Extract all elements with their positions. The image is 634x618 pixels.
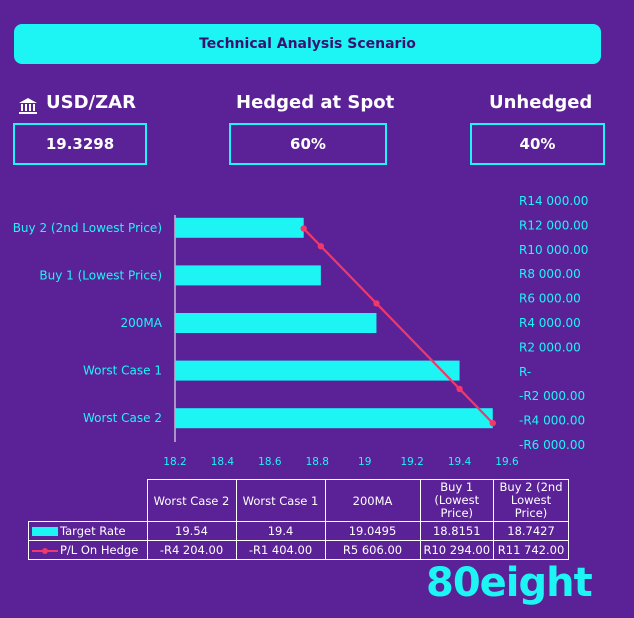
secondary-y-tick-label: R12 000.00: [519, 218, 588, 232]
x-tick-label: 19.2: [400, 456, 423, 468]
x-tick-label: 18.4: [211, 456, 235, 468]
category-label: 200MA: [121, 316, 163, 330]
bar-2: [175, 360, 460, 381]
secondary-y-tick-label: R4 000.00: [519, 316, 581, 330]
page-title: Technical Analysis Scenario: [14, 24, 601, 64]
pl-point-2: [456, 385, 463, 393]
table-cell: -R1 404.00: [235, 540, 326, 560]
table-cell: 19.4: [235, 521, 326, 541]
table-cell: 18.7427: [493, 521, 570, 541]
x-tick-label: 18.2: [163, 456, 186, 468]
table-header-cell: Worst Case 1: [235, 479, 326, 522]
table-cell: 18.8151: [419, 521, 495, 541]
bar-4: [175, 265, 321, 286]
secondary-y-tick-label: R14 000.00: [519, 194, 588, 208]
data-table: Worst Case 2 Worst Case 1 200MA Buy 1 (L…: [28, 479, 570, 560]
series-label: Target Rate: [60, 524, 126, 538]
table-header-cell: Buy 2 (2nd Lowest Price): [493, 479, 570, 522]
table-cell: 19.54: [146, 521, 237, 541]
table-cell: R5 606.00: [324, 540, 421, 560]
hedged-value-box: 60%: [229, 123, 387, 165]
table-series-cell: Target Rate: [28, 521, 148, 541]
table-cell: R11 742.00: [493, 540, 570, 560]
series-label: P/L On Hedge: [60, 543, 139, 557]
pair-label: USD/ZAR: [46, 92, 136, 113]
pl-point-4: [317, 243, 325, 250]
x-tick-label: 18.8: [306, 456, 329, 468]
secondary-y-tick-label: R10 000.00: [519, 243, 588, 257]
hedged-label: Hedged at Spot: [236, 92, 395, 113]
x-tick-label: 19: [358, 456, 371, 468]
secondary-y-tick-label: -R6 000.00: [519, 438, 585, 452]
bar-legend-swatch: [32, 527, 58, 536]
table-header-cell: Buy 1 (Lowest Price): [419, 479, 495, 522]
x-tick-label: 18.6: [258, 456, 282, 468]
category-label: Buy 2 (2nd Lowest Price): [13, 221, 162, 235]
table-cell: R10 294.00: [419, 540, 495, 560]
unhedged-value-box: 40%: [470, 123, 605, 165]
bar-1: [175, 408, 493, 429]
secondary-y-tick-label: R-: [519, 365, 531, 379]
table-cell: 19.0495: [324, 521, 421, 541]
unhedged-label: Unhedged: [489, 92, 593, 113]
category-label: Worst Case 2: [83, 411, 162, 425]
secondary-y-tick-label: -R2 000.00: [519, 389, 585, 403]
table-header-row: Worst Case 2 Worst Case 1 200MA Buy 1 (L…: [28, 479, 570, 522]
secondary-y-tick-label: R6 000.00: [519, 292, 581, 306]
brand-logo: 80eight: [426, 560, 593, 606]
bar-5: [175, 217, 304, 238]
bank-icon: [19, 98, 37, 114]
secondary-y-tick-label: -R4 000.00: [519, 414, 585, 428]
category-label: Buy 1 (Lowest Price): [39, 268, 162, 282]
table-header-cell: 200MA: [324, 479, 421, 522]
pl-point-5: [300, 225, 307, 232]
bar-3: [175, 313, 377, 333]
table-cell: -R4 204.00: [146, 540, 237, 560]
table-row: Target Rate 19.54 19.4 19.0495 18.8151 1…: [28, 521, 570, 541]
pair-value-box: 19.3298: [13, 123, 147, 165]
table-corner-cell: [28, 479, 148, 522]
line-legend-swatch: [32, 546, 58, 555]
table-series-cell: P/L On Hedge: [28, 540, 148, 560]
pl-point-3: [373, 300, 380, 307]
x-tick-label: 19.6: [495, 456, 519, 468]
secondary-y-tick-label: R2 000.00: [519, 340, 581, 354]
pl-point-1: [489, 419, 496, 427]
technical-analysis-chart: Worst Case 2 Worst Case 1 200MA Buy 1 (Lowe…: [13, 194, 589, 468]
secondary-y-tick-label: R8 000.00: [519, 267, 581, 281]
table-header-cell: Worst Case 2: [146, 479, 237, 522]
x-tick-label: 19.4: [448, 456, 472, 468]
table-row: P/L On Hedge -R4 204.00 -R1 404.00 R5 60…: [28, 540, 570, 560]
category-label: Worst Case 1: [83, 364, 162, 378]
